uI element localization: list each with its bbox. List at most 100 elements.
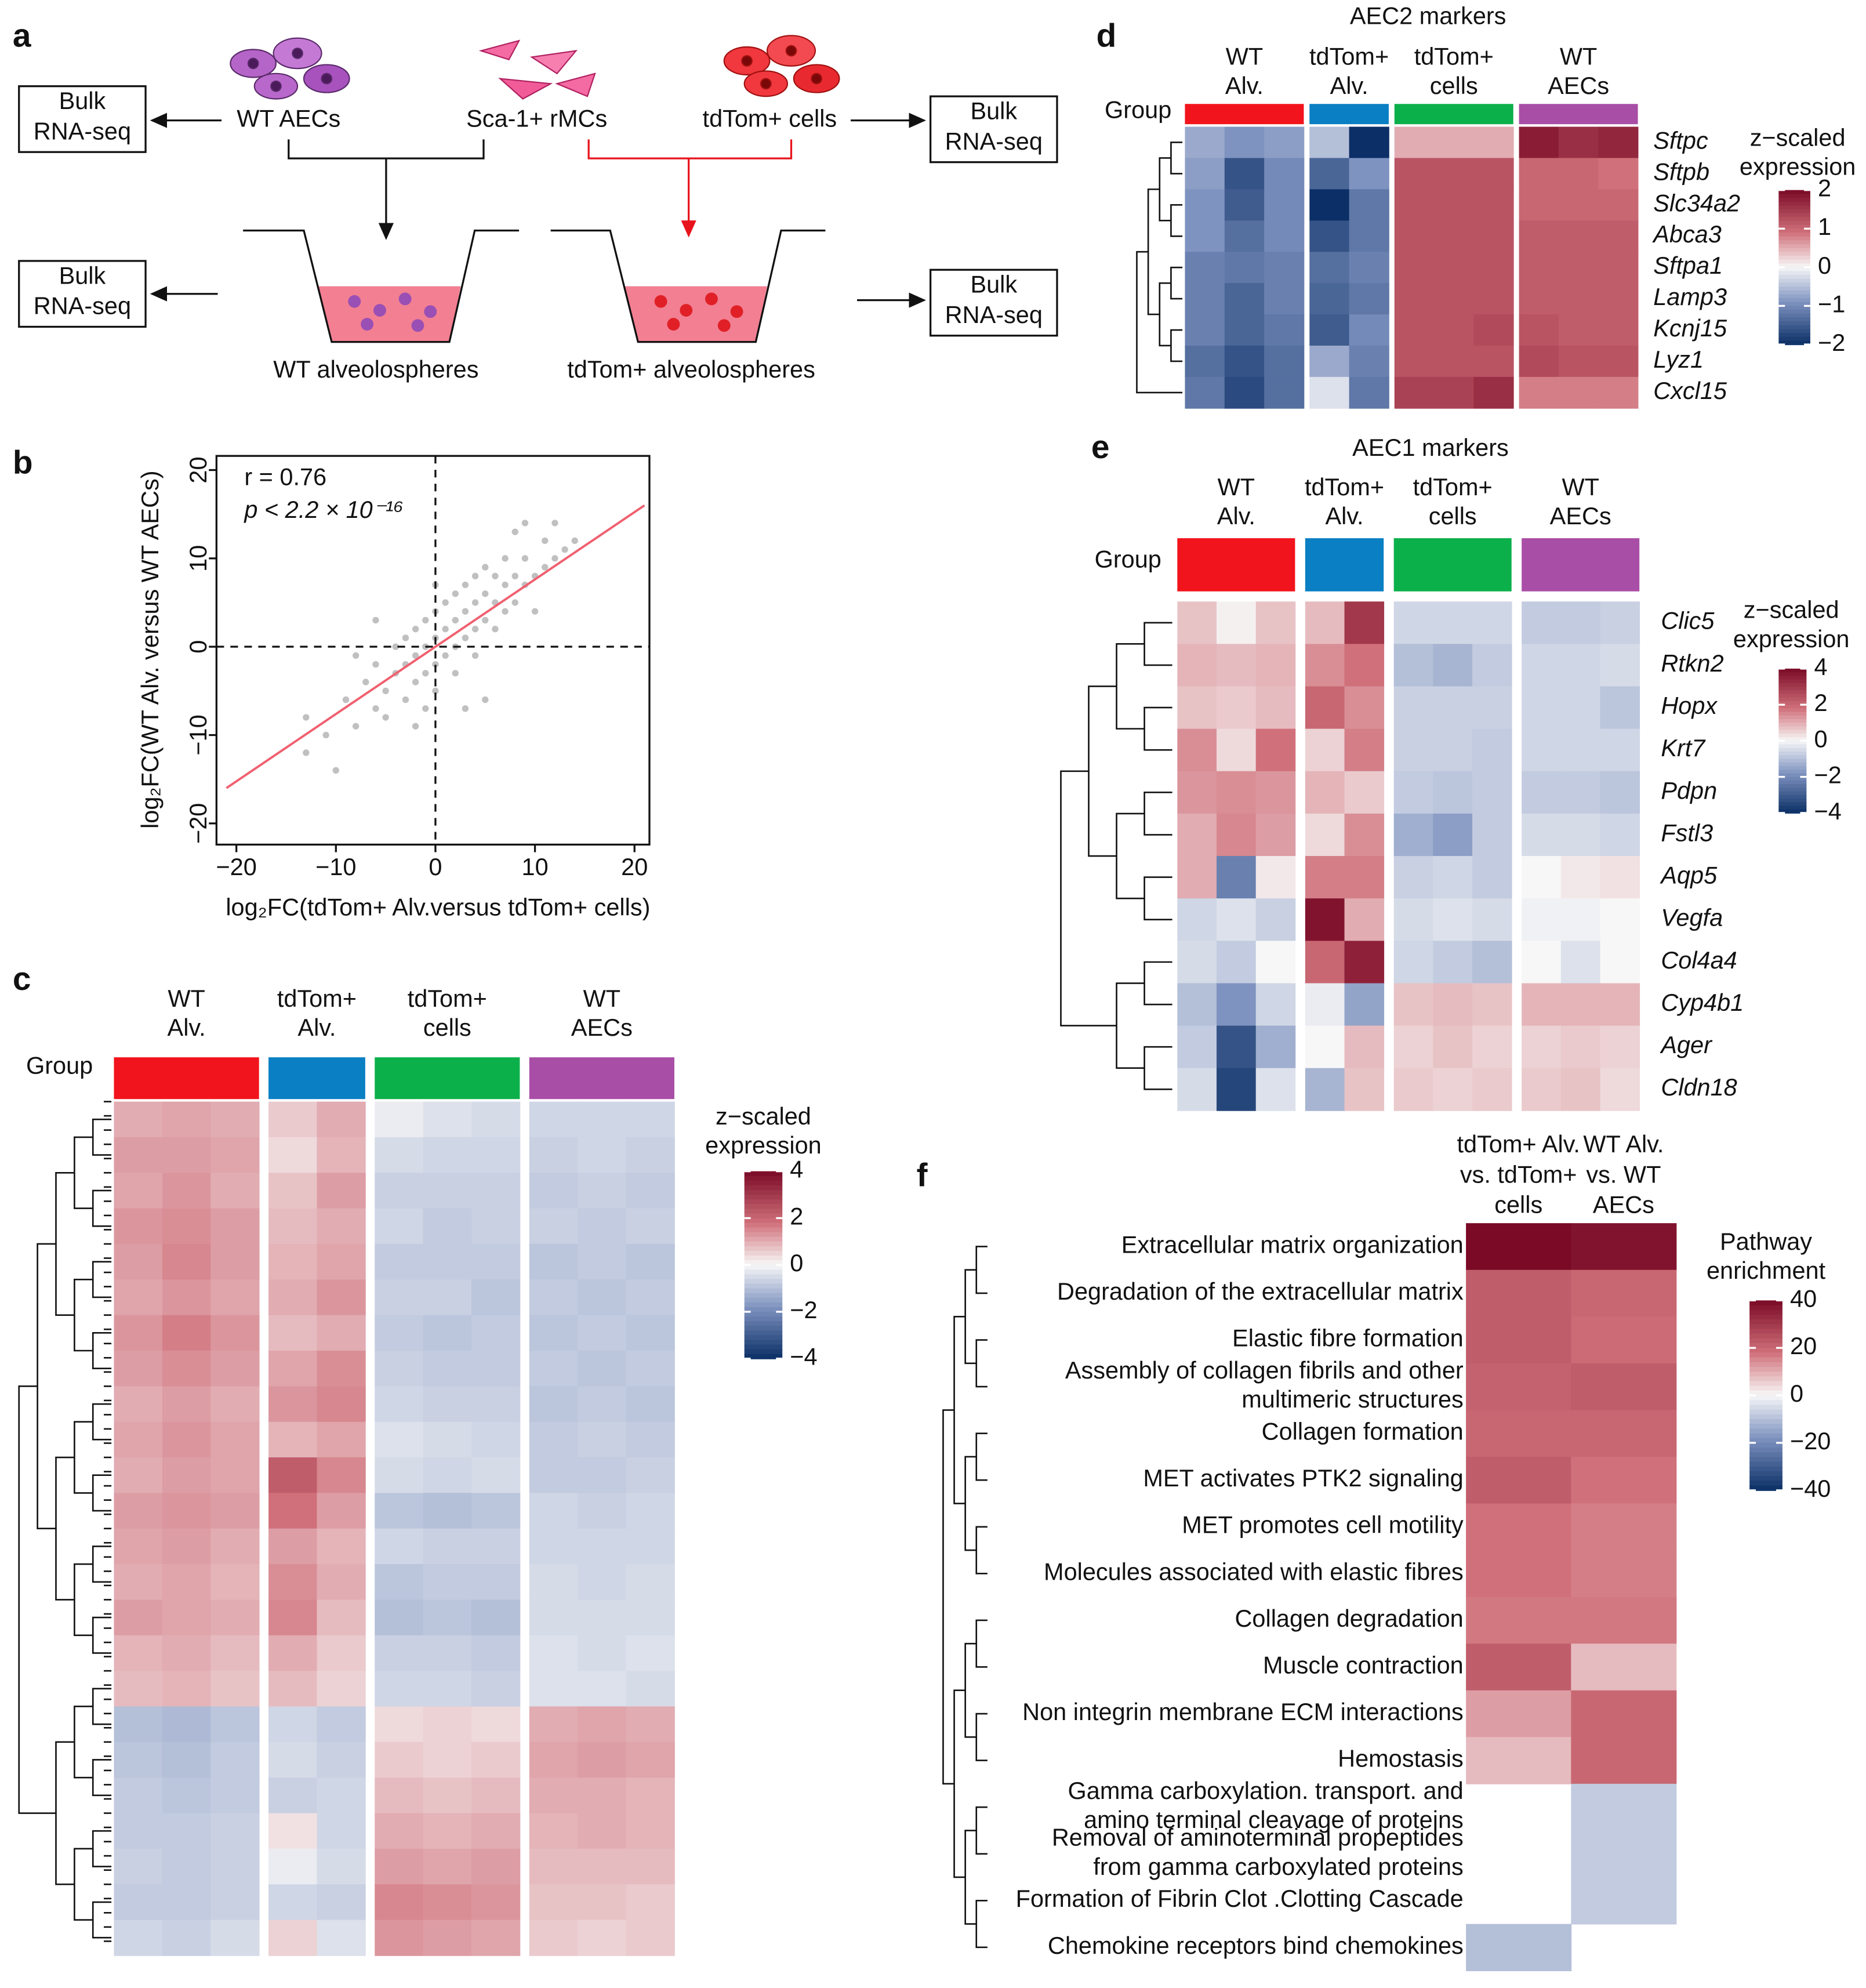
heatmap-cell (317, 1884, 366, 1921)
heatmap-cell (317, 1137, 366, 1174)
dendrogram (55, 1171, 75, 1316)
dendrogram (1170, 142, 1183, 175)
heatmap-cell (1255, 941, 1296, 984)
heatmap-cell (1349, 345, 1389, 378)
colorbar-step (1749, 1372, 1782, 1377)
colorbar-step (1778, 282, 1810, 288)
heatmap-cell (626, 1173, 675, 1209)
heatmap-cell (1598, 376, 1639, 409)
panel-label: f (917, 1158, 928, 1194)
heatmap-cell (268, 1457, 318, 1494)
heatmap-cell (1393, 856, 1434, 899)
heatmap-cell (210, 1884, 260, 1921)
heatmap-cell (268, 1208, 318, 1245)
heatmap-cell (1571, 1877, 1677, 1925)
heatmap-cell (1473, 345, 1514, 378)
heatmap-cell (1434, 158, 1475, 190)
heatmap-cell (162, 1243, 212, 1280)
point (482, 564, 489, 571)
panel-label: c (13, 961, 31, 997)
heatmap-cell (210, 1243, 260, 1280)
point (352, 723, 360, 730)
point (571, 537, 578, 545)
point (372, 661, 379, 668)
heatmap-cell (423, 1243, 472, 1280)
heatmap-cell (375, 1351, 424, 1387)
group-label: WT (168, 985, 205, 1012)
colorbar-step (1749, 1438, 1782, 1444)
heatmap-cell (1571, 1503, 1677, 1551)
colorbar-step (1778, 205, 1810, 211)
point (492, 626, 499, 633)
heatmap-cell (1177, 644, 1217, 687)
colorbar-step (1778, 791, 1807, 796)
heatmap-cell (114, 1599, 163, 1636)
dendrogram (92, 1474, 112, 1512)
heatmap-cell (1217, 898, 1257, 942)
row-label: Removal of aminoterminal propeptides (1052, 1824, 1464, 1851)
heatmap-cell (1522, 983, 1562, 1026)
colorbar-step (744, 1176, 783, 1181)
colorbar-step (1778, 777, 1807, 781)
heatmap-cell (1433, 644, 1473, 687)
heatmap-cell (317, 1279, 366, 1316)
colorbar-step (744, 1288, 783, 1294)
heatmap-cell (529, 1777, 579, 1814)
heatmap-cell (1185, 189, 1225, 222)
heatmap-cell (529, 1173, 579, 1209)
heatmap-cell (1558, 189, 1599, 222)
heatmap-cell (1393, 686, 1434, 730)
heatmap-cell (529, 1101, 579, 1138)
heatmap-cell (423, 1279, 472, 1316)
colorbar-step (744, 1195, 783, 1200)
column-label: AECs (1593, 1191, 1654, 1218)
heatmap-cell (210, 1315, 260, 1351)
heatmap-cell (1255, 771, 1296, 814)
heatmap-cell (375, 1243, 424, 1280)
colorbar-step (1778, 194, 1810, 199)
colorbar-step (1778, 798, 1807, 803)
colorbar-label: −20 (1790, 1427, 1831, 1454)
colorbar-step (744, 1274, 783, 1280)
dendrogram (964, 1269, 976, 1365)
legend-title: expression (705, 1131, 822, 1159)
heatmap-cell (375, 1920, 424, 1956)
group-band (529, 1057, 674, 1100)
heatmap-cell (1309, 158, 1350, 190)
dendrogram (964, 1642, 976, 1738)
heatmap-cell (375, 1528, 424, 1565)
heatmap-cell (423, 1884, 472, 1921)
dendrogram (1159, 282, 1171, 347)
panel-label: a (13, 18, 31, 55)
heatmap-cell (1571, 1316, 1677, 1364)
point (422, 670, 429, 677)
heatmap-cell (1349, 220, 1389, 253)
heatmap-cell (210, 1421, 260, 1458)
point (551, 520, 558, 527)
heatmap-cell (626, 1457, 675, 1494)
colorbar-step (1749, 1381, 1782, 1387)
point (462, 581, 469, 589)
row-label: amino terminal cleavage of proteins (1084, 1806, 1464, 1833)
heatmap-cell (1309, 376, 1350, 409)
dendrogram (1147, 188, 1160, 315)
heatmap-cell (1255, 644, 1296, 687)
heatmap-cell (114, 1920, 163, 1956)
point (462, 608, 469, 615)
heatmap-cell (578, 1777, 627, 1814)
heatmap-cell (114, 1777, 163, 1814)
heatmap-cell (578, 1243, 627, 1280)
heatmap-cell (317, 1101, 366, 1138)
cell-cluster (230, 37, 350, 100)
heatmap-cell (1519, 345, 1559, 378)
dendrogram (74, 1706, 93, 1779)
heatmap-cell (1349, 283, 1389, 315)
colorbar-step (1749, 1481, 1782, 1486)
heatmap-cell (1255, 1068, 1296, 1111)
colorbar-step (1778, 705, 1807, 709)
heatmap-cell (1224, 314, 1265, 346)
heatmap-cell (471, 1457, 521, 1494)
dendrogram (975, 1246, 988, 1294)
heatmap-cell (1472, 941, 1512, 984)
dendrogram (1116, 643, 1145, 730)
